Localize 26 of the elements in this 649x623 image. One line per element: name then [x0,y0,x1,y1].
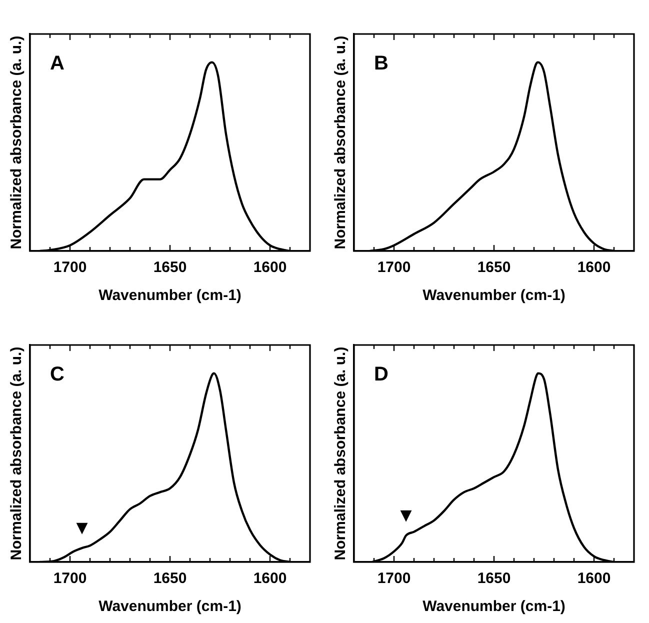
x-axis-title: Wavenumber (cm-1) [98,598,242,616]
x-tick-label: 1650 [153,259,187,276]
x-tick-label: 1700 [53,570,87,588]
x-tick-label: 1650 [477,259,511,276]
x-axis-title: Wavenumber (cm-1) [422,598,566,616]
x-tick-label: 1600 [253,259,287,276]
annotation: ▼ [400,506,412,524]
x-tick-label: 1650 [477,570,511,588]
annotation: ▼ [76,518,88,536]
chart-title: A [50,52,64,75]
x-tick-label: 1600 [253,570,287,588]
x-axis-title: Wavenumber (cm-1) [98,287,242,304]
x-tick-label: 1650 [153,570,187,588]
x-tick-label: 1700 [377,570,411,588]
x-axis-title: Wavenumber (cm-1) [422,287,566,304]
x-tick-label: 1600 [577,259,611,276]
x-tick-label: 1700 [53,259,87,276]
x-tick-label: 1600 [577,570,611,588]
y-axis-title: Normalized absorbance (a. u.) [8,36,26,250]
chart-title: C [50,364,64,386]
y-axis-title: Normalized absorbance (a. u.) [332,346,350,560]
y-axis-title: Normalized absorbance (a. u.) [332,36,350,250]
x-tick-label: 1700 [377,259,411,276]
y-axis-title: Normalized absorbance (a. u.) [8,346,26,560]
chart-title: B [374,52,388,75]
chart-title: D [374,364,388,386]
